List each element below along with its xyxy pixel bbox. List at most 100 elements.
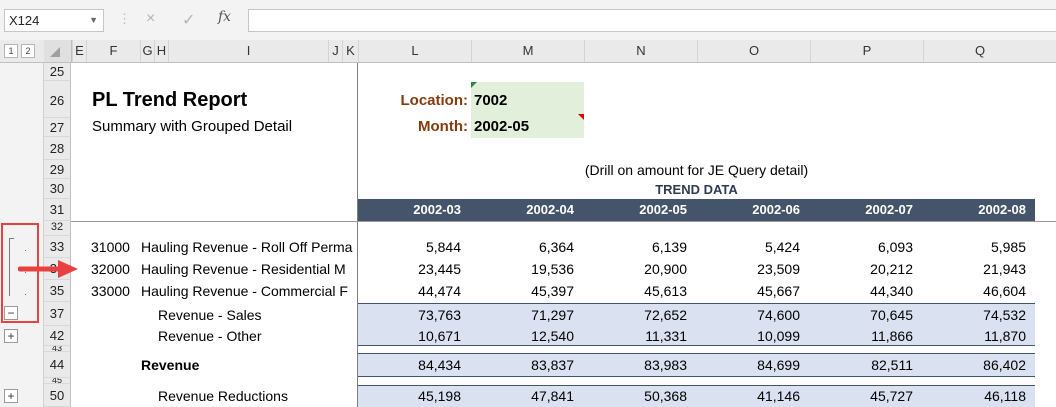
chevron-down-icon[interactable]: ▼ xyxy=(89,15,98,25)
amount-cell[interactable]: 45,727 xyxy=(870,388,913,404)
amount-cell[interactable]: 73,763 xyxy=(418,307,461,323)
amount-cell[interactable]: 84,434 xyxy=(418,357,461,373)
row-header[interactable]: 35 xyxy=(44,280,71,302)
total-label: Revenue xyxy=(141,357,200,373)
amount-cell[interactable]: 44,340 xyxy=(870,283,913,299)
column-header-i[interactable]: I xyxy=(168,40,328,62)
amount-cell[interactable]: 44,474 xyxy=(418,283,461,299)
amount-cell[interactable]: 20,900 xyxy=(644,261,687,277)
row-header[interactable]: 26 xyxy=(44,81,71,118)
name-box[interactable]: X124 ▼ xyxy=(4,9,104,32)
column-header-n[interactable]: N xyxy=(584,40,697,62)
summary-band xyxy=(358,385,1035,407)
trend-data-label: TREND DATA xyxy=(655,182,738,197)
drill-note: (Drill on amount for JE Query detail) xyxy=(584,162,809,178)
outline-level-1-button[interactable]: 1 xyxy=(4,44,18,58)
amount-cell[interactable]: 45,613 xyxy=(644,283,687,299)
column-header-o[interactable]: O xyxy=(697,40,810,62)
period-header: 2002-03 xyxy=(413,202,461,217)
select-all-corner[interactable] xyxy=(44,40,72,62)
select-all-icon xyxy=(50,47,60,57)
column-header-m[interactable]: M xyxy=(471,40,584,62)
amount-cell[interactable]: 5,985 xyxy=(990,239,1026,255)
column-header-g[interactable]: G xyxy=(140,40,154,62)
insert-function-icon[interactable]: fx xyxy=(218,9,232,25)
formula-input[interactable] xyxy=(248,9,1056,32)
amount-cell[interactable]: 46,604 xyxy=(983,283,1026,299)
column-header-j[interactable]: J xyxy=(328,40,342,62)
row-header[interactable]: 42 xyxy=(44,326,71,346)
amount-cell[interactable]: 45,198 xyxy=(418,388,461,404)
row-header[interactable]: 27 xyxy=(44,118,71,137)
amount-cell[interactable]: 45,397 xyxy=(531,283,574,299)
collapse-group-button[interactable]: − xyxy=(4,306,18,320)
table-row: 33000 Hauling Revenue - Commercial F 44,… xyxy=(0,280,1056,302)
amount-cell[interactable]: 41,146 xyxy=(757,388,800,404)
column-header-p[interactable]: P xyxy=(810,40,923,62)
amount-cell[interactable]: 84,699 xyxy=(757,357,800,373)
row-header[interactable]: 45 xyxy=(44,378,71,384)
amount-cell[interactable]: 5,424 xyxy=(764,239,800,255)
outline-level-2-button[interactable]: 2 xyxy=(21,44,35,58)
enter-icon[interactable]: ✓ xyxy=(182,12,196,29)
amount-cell[interactable]: 74,532 xyxy=(983,307,1026,323)
row-header[interactable]: 31 xyxy=(44,199,71,221)
amount-cell[interactable]: 83,983 xyxy=(644,357,687,373)
amount-cell[interactable]: 82,511 xyxy=(871,357,913,373)
table-row: 32000 Hauling Revenue - Residential M 23… xyxy=(0,258,1056,280)
amount-cell[interactable]: 5,844 xyxy=(425,239,461,255)
amount-cell[interactable]: 6,093 xyxy=(877,239,913,255)
period-header: 2002-06 xyxy=(752,202,800,217)
amount-cell[interactable]: 19,536 xyxy=(531,261,574,277)
group-bracket xyxy=(9,238,14,296)
amount-cell[interactable]: 11,331 xyxy=(645,328,687,344)
expand-group-button[interactable]: + xyxy=(4,389,18,403)
parameter-input-area[interactable] xyxy=(471,82,584,138)
location-value[interactable]: 7002 xyxy=(474,92,508,109)
amount-cell[interactable]: 11,866 xyxy=(871,328,913,344)
column-header-l[interactable]: L xyxy=(358,40,471,62)
period-header: 2002-04 xyxy=(526,202,574,217)
amount-cell[interactable]: 10,671 xyxy=(418,328,461,344)
amount-cell[interactable]: 50,368 xyxy=(644,388,687,404)
amount-cell[interactable]: 23,509 xyxy=(757,261,800,277)
row-header[interactable]: 29 xyxy=(44,160,71,179)
column-header-q[interactable]: Q xyxy=(923,40,1036,62)
amount-cell[interactable]: 47,841 xyxy=(531,388,574,404)
amount-cell[interactable]: 86,402 xyxy=(983,357,1026,373)
table-row: Revenue Reductions 45,198 47,841 50,368 … xyxy=(0,385,1056,407)
expand-group-button[interactable]: + xyxy=(4,329,18,343)
group-dot: · xyxy=(24,289,27,299)
row-header[interactable]: 28 xyxy=(44,137,71,160)
amount-cell[interactable]: 74,600 xyxy=(757,307,800,323)
report-subtitle: Summary with Grouped Detail xyxy=(92,118,293,135)
row-header[interactable]: 37 xyxy=(44,302,71,326)
column-header-k[interactable]: K xyxy=(342,40,358,62)
row-header[interactable]: 30 xyxy=(44,179,71,199)
amount-cell[interactable]: 6,139 xyxy=(651,239,687,255)
amount-cell[interactable]: 12,540 xyxy=(531,328,574,344)
amount-cell[interactable]: 11,870 xyxy=(984,328,1026,344)
amount-cell[interactable]: 20,212 xyxy=(870,261,913,277)
column-header-f[interactable]: F xyxy=(86,40,140,62)
row-header[interactable]: 43 xyxy=(44,346,71,352)
column-header-e[interactable]: E xyxy=(72,40,86,62)
row-header[interactable]: 32 xyxy=(44,221,71,236)
amount-cell[interactable]: 46,118 xyxy=(984,388,1026,404)
cancel-icon[interactable]: × xyxy=(146,10,156,27)
amount-cell[interactable]: 83,837 xyxy=(531,357,574,373)
amount-cell[interactable]: 23,445 xyxy=(418,261,461,277)
amount-cell[interactable]: 71,297 xyxy=(531,307,574,323)
row-header[interactable]: 25 xyxy=(44,63,71,81)
column-header-h[interactable]: H xyxy=(154,40,168,62)
row-header[interactable]: 44 xyxy=(44,352,71,378)
amount-cell[interactable]: 72,652 xyxy=(644,307,687,323)
amount-cell[interactable]: 6,364 xyxy=(538,239,574,255)
amount-cell[interactable]: 70,645 xyxy=(870,307,913,323)
amount-cell[interactable]: 45,667 xyxy=(757,283,800,299)
summary-label: Revenue - Sales xyxy=(158,307,262,323)
amount-cell[interactable]: 10,099 xyxy=(757,328,800,344)
month-value[interactable]: 2002-05 xyxy=(474,118,530,135)
amount-cell[interactable]: 21,943 xyxy=(983,261,1026,277)
row-header[interactable]: 33 xyxy=(44,236,71,258)
